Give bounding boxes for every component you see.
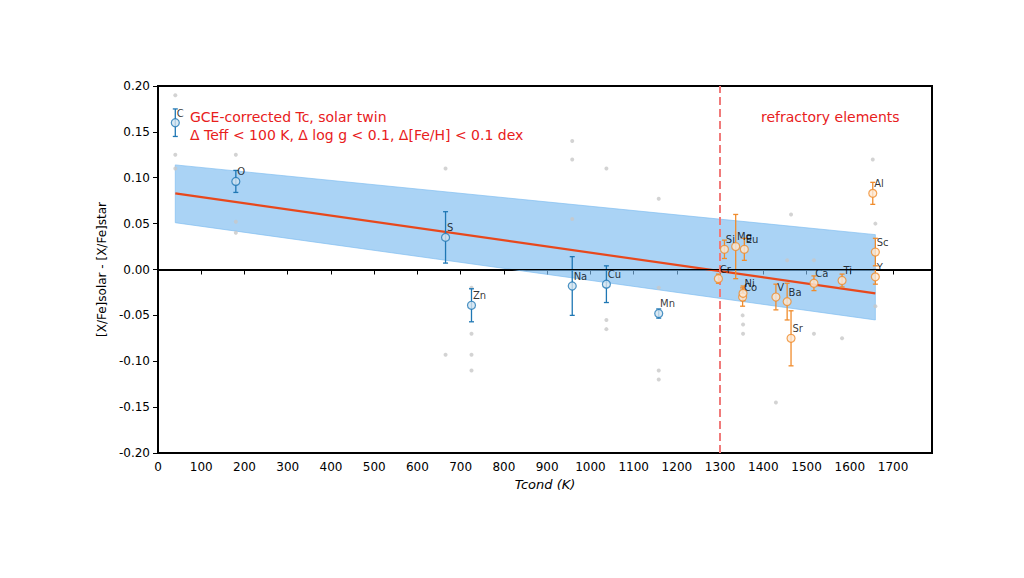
svg-text:Mn: Mn [660, 298, 675, 309]
svg-text:0.20: 0.20 [123, 79, 150, 93]
svg-text:0.00: 0.00 [123, 263, 150, 277]
svg-text:Al: Al [874, 178, 884, 189]
svg-text:1400: 1400 [748, 460, 779, 474]
svg-text:Ti: Ti [842, 265, 852, 276]
svg-text:Ba: Ba [789, 287, 802, 298]
svg-text:Cu: Cu [608, 269, 621, 280]
svg-text:Tcond (K): Tcond (K) [515, 477, 576, 492]
svg-text:O: O [237, 166, 245, 177]
svg-text:Ca: Ca [815, 268, 828, 279]
svg-text:700: 700 [449, 460, 472, 474]
svg-text:0.15: 0.15 [123, 125, 150, 139]
svg-text:800: 800 [492, 460, 515, 474]
svg-text:Zn: Zn [473, 290, 486, 301]
svg-text:C: C [177, 108, 184, 119]
svg-text:600: 600 [406, 460, 429, 474]
svg-text:[X/Fe]solar - [X/Fe]star: [X/Fe]solar - [X/Fe]star [95, 202, 109, 337]
svg-text:Cr: Cr [720, 264, 732, 275]
svg-text:-0.15: -0.15 [119, 400, 150, 414]
svg-text:-0.05: -0.05 [119, 308, 150, 322]
svg-text:Mg: Mg [737, 231, 753, 243]
svg-text:0: 0 [154, 460, 162, 474]
svg-text:1700: 1700 [878, 460, 909, 474]
svg-text:0.05: 0.05 [123, 217, 150, 231]
svg-text:200: 200 [233, 460, 256, 474]
svg-text:Sc: Sc [877, 237, 889, 248]
svg-text:0.10: 0.10 [123, 171, 150, 185]
svg-text:1500: 1500 [791, 460, 822, 474]
svg-text:-0.20: -0.20 [119, 446, 150, 460]
svg-text:Y: Y [876, 262, 884, 273]
svg-text:refractory elements: refractory elements [761, 109, 900, 125]
svg-text:S: S [447, 222, 453, 233]
svg-text:Si: Si [726, 234, 735, 245]
svg-text:1100: 1100 [618, 460, 649, 474]
svg-text:100: 100 [190, 460, 213, 474]
svg-text:Eu: Eu [746, 234, 759, 245]
svg-text:Na: Na [574, 271, 588, 282]
svg-text:-0.10: -0.10 [119, 354, 150, 368]
svg-text:1300: 1300 [705, 460, 736, 474]
svg-text:400: 400 [320, 460, 343, 474]
svg-text:1600: 1600 [835, 460, 866, 474]
svg-text:Sr: Sr [792, 323, 803, 334]
svg-text:500: 500 [363, 460, 386, 474]
svg-text:1200: 1200 [662, 460, 693, 474]
svg-text:900: 900 [536, 460, 559, 474]
svg-text:1000: 1000 [575, 460, 606, 474]
svg-text:300: 300 [276, 460, 299, 474]
svg-text:V: V [777, 282, 784, 293]
svg-text:Δ Teff < 100 K, Δ log g < 0.1,: Δ Teff < 100 K, Δ log g < 0.1, Δ[Fe/H] <… [190, 127, 523, 143]
svg-text:GCE-corrected Tc, solar twin: GCE-corrected Tc, solar twin [190, 109, 387, 125]
svg-text:Ni: Ni [744, 278, 754, 289]
